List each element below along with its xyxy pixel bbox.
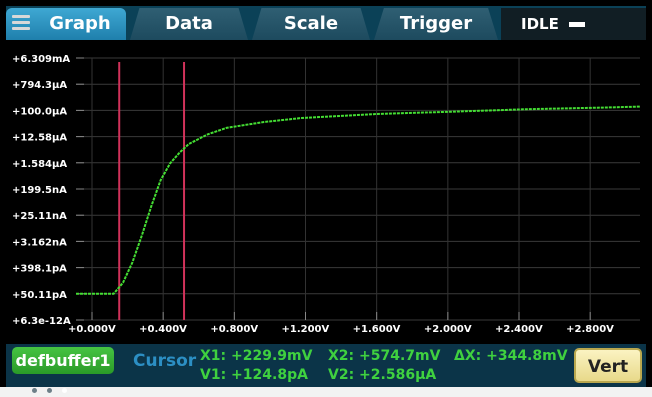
page-indicator xyxy=(32,378,77,397)
page-dot-active xyxy=(62,388,67,393)
minus-icon xyxy=(569,22,585,27)
x-tick-label: +2.000V xyxy=(424,324,472,335)
y-tick-label: +6.3e-12A xyxy=(12,316,71,327)
vert-button[interactable]: Vert xyxy=(574,348,642,383)
graph-area[interactable]: +6.309mA +794.3μA +100.0μA +12.58μA +1.584μA… xyxy=(0,40,652,348)
y-tick-label: +1.584μA xyxy=(12,159,67,170)
x-tick-label: +1.600V xyxy=(353,324,401,335)
tab-data[interactable]: Data xyxy=(130,8,248,40)
menu-icon[interactable] xyxy=(12,15,30,31)
y-tick-label: +398.1pA xyxy=(12,264,67,275)
data-trace xyxy=(76,105,641,295)
buffer-button[interactable]: defbuffer1 xyxy=(12,347,114,374)
cursor-x2: X2: +574.7mV xyxy=(328,348,441,364)
status-label: IDLE xyxy=(521,15,559,33)
cursor-label: Cursor xyxy=(133,351,197,371)
y-tick-label: +6.309mA xyxy=(12,54,70,65)
y-tick-label: +794.3μA xyxy=(12,80,67,91)
y-tick-label: +3.162nA xyxy=(12,237,67,248)
x-tick-label: +0.400V xyxy=(139,324,187,335)
status-indicator[interactable]: IDLE xyxy=(501,8,646,40)
cursor-y2: V2: +2.586μA xyxy=(328,367,437,383)
x-tick-label: +2.800V xyxy=(566,324,614,335)
tab-bar: Graph Data Scale Trigger IDLE xyxy=(6,6,646,40)
y-tick-label: +25.11nA xyxy=(12,211,67,222)
tab-scale-label: Scale xyxy=(283,13,339,34)
cursor-y1: V1: +124.8pA xyxy=(200,367,308,383)
cursor-delta-x: ΔX: +344.8mV xyxy=(454,348,568,364)
page-dot xyxy=(47,388,52,393)
graph-svg: +6.309mA +794.3μA +100.0μA +12.58μA +1.584μA… xyxy=(12,54,641,335)
x-tick-label: +2.400V xyxy=(495,324,543,335)
x-tick-label: +1.200V xyxy=(282,324,330,335)
bottom-bar: defbuffer1 Cursor X1: +229.9mV X2: +574.… xyxy=(6,344,646,393)
page-dot xyxy=(32,388,37,393)
x-tick-label: +0.000V xyxy=(68,324,116,335)
tab-graph[interactable]: Graph xyxy=(6,8,126,40)
y-tick-label: +199.5nA xyxy=(12,185,67,196)
tab-graph-label: Graph xyxy=(49,13,111,34)
cursor-x1: X1: +229.9mV xyxy=(200,348,313,364)
tab-trigger-label: Trigger xyxy=(399,13,473,34)
tab-data-label: Data xyxy=(165,13,213,34)
y-tick-label: +12.58μA xyxy=(12,133,67,144)
tab-scale[interactable]: Scale xyxy=(252,8,370,40)
y-tick-label: +50.11pA xyxy=(12,290,67,301)
tab-trigger[interactable]: Trigger xyxy=(374,8,498,40)
x-tick-label: +0.800V xyxy=(210,324,258,335)
y-tick-label: +100.0μA xyxy=(12,106,67,117)
